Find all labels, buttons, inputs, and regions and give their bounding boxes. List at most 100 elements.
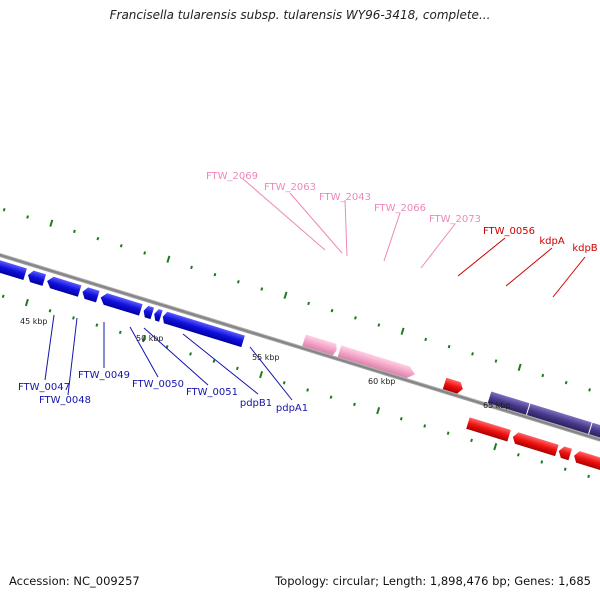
major-tick: [49, 219, 54, 227]
major-tick: [259, 370, 264, 379]
minor-tick: [563, 467, 567, 471]
minor-tick: [423, 424, 427, 428]
gene-label-pdpb1[interactable]: pdpB1: [240, 398, 272, 409]
gene-purple-3[interactable]: [589, 422, 600, 439]
minor-tick: [73, 229, 76, 234]
minor-tick: [306, 388, 310, 392]
minor-tick: [189, 352, 192, 356]
gene-blue-3[interactable]: [45, 275, 82, 297]
gene-label-ftw-0047[interactable]: FTW_0047: [18, 382, 70, 393]
gene-label-ftw-2066[interactable]: FTW_2066: [374, 203, 426, 214]
gene-red-3[interactable]: [557, 445, 573, 461]
minor-tick: [143, 251, 147, 255]
gene-label-ftw-2043[interactable]: FTW_2043: [319, 192, 371, 203]
major-tick: [493, 443, 498, 451]
minor-tick: [447, 344, 451, 349]
accession-text: Accession: NC_009257: [9, 574, 140, 588]
gene-label-ftw-0051[interactable]: FTW_0051: [186, 387, 238, 398]
major-tick: [400, 327, 405, 335]
blue-gene-labels: FTW_0047 FTW_0048 FTW_0049 FTW_0050 FTW_…: [18, 370, 308, 414]
red-gene-callouts: [457, 237, 586, 298]
gene-purple-1[interactable]: [487, 391, 530, 415]
gene-blue-2[interactable]: [26, 269, 47, 286]
minor-tick: [354, 316, 357, 320]
minor-tick: [96, 236, 100, 241]
genome-summary-text: Topology: circular; Length: 1,898,476 bp…: [275, 574, 591, 588]
gene-label-ftw-0049[interactable]: FTW_0049: [78, 370, 130, 381]
scale-label-55kbp: 55 kbp: [252, 353, 280, 362]
major-tick: [376, 406, 381, 415]
scale-label-65kbp: 65 kbp: [483, 401, 511, 410]
minor-tick: [1, 294, 5, 299]
minor-tick: [564, 380, 568, 385]
minor-tick: [330, 308, 334, 313]
major-tick: [166, 255, 171, 263]
minor-tick: [282, 381, 286, 385]
red-gene-labels: FTW_0056 kdpA kdpB: [483, 226, 598, 254]
minor-tick: [212, 359, 216, 363]
gene-label-ftw-0050[interactable]: FTW_0050: [132, 379, 184, 390]
gene-label-ftw-2063[interactable]: FTW_2063: [264, 182, 316, 193]
genome-track: [0, 208, 600, 479]
inner-tick-row: [1, 294, 591, 479]
minor-tick: [329, 395, 333, 399]
gene-label-ftw-0048[interactable]: FTW_0048: [39, 395, 91, 406]
minor-tick: [119, 244, 123, 248]
gene-red-2[interactable]: [511, 431, 559, 457]
gene-purple-2[interactable]: [526, 403, 592, 434]
pink-gene-labels: FTW_2069 FTW_2063 FTW_2043 FTW_2066 FTW_…: [206, 171, 481, 225]
map-title: Francisella tularensis subsp. tularensis…: [109, 8, 491, 22]
minor-tick: [377, 323, 381, 327]
forward-strand: [302, 334, 600, 439]
minor-tick: [540, 460, 544, 464]
gene-label-ftw-2073[interactable]: FTW_2073: [429, 214, 481, 225]
minor-tick: [470, 438, 473, 443]
minor-tick: [494, 359, 498, 363]
gene-blue-5[interactable]: [99, 292, 143, 316]
scale-labels: 45 kbp 50 kbp 55 kbp 60 kbp 65 kbp: [20, 317, 511, 410]
genome-backbone: [0, 241, 600, 469]
minor-tick: [26, 215, 30, 219]
minor-tick: [541, 373, 545, 378]
minor-tick: [471, 352, 474, 356]
minor-tick: [95, 323, 99, 327]
gene-blue-7[interactable]: [152, 308, 163, 322]
minor-tick: [48, 308, 52, 313]
gene-label-pdpa1[interactable]: pdpA1: [276, 403, 308, 414]
gene-label-ftw-2069[interactable]: FTW_2069: [206, 171, 258, 182]
scale-label-50kbp: 50 kbp: [136, 334, 164, 343]
gene-blue-4[interactable]: [81, 286, 100, 303]
minor-tick: [235, 366, 239, 371]
minor-tick: [399, 417, 403, 421]
gene-blue-6[interactable]: [142, 305, 155, 320]
blue-gene-callouts: [44, 314, 293, 401]
reverse-strand: [0, 256, 600, 471]
scale-label-45kbp: 45 kbp: [20, 317, 48, 326]
minor-tick: [2, 208, 6, 212]
minor-tick: [72, 316, 75, 320]
gene-red-4[interactable]: [572, 450, 600, 471]
minor-tick: [236, 280, 240, 284]
gene-pink-1[interactable]: [302, 334, 338, 356]
gene-pink-2[interactable]: [337, 345, 417, 380]
minor-tick: [118, 330, 122, 335]
pink-gene-callouts: [241, 177, 456, 269]
gene-blue-8[interactable]: [161, 311, 245, 348]
minor-tick: [213, 272, 217, 277]
minor-tick: [446, 431, 450, 435]
minor-tick: [516, 453, 520, 457]
minor-tick: [424, 337, 428, 342]
major-tick: [517, 363, 522, 371]
gene-label-kdpb[interactable]: kdpB: [572, 243, 597, 254]
gene-blue-1[interactable]: [0, 256, 27, 281]
minor-tick: [353, 402, 356, 407]
gene-red-1[interactable]: [466, 417, 511, 442]
minor-tick: [307, 301, 311, 306]
gene-label-ftw-0056[interactable]: FTW_0056: [483, 226, 535, 237]
major-tick: [24, 298, 29, 307]
gene-label-kdpa[interactable]: kdpA: [539, 236, 564, 247]
minor-tick: [190, 265, 193, 270]
scale-label-60kbp: 60 kbp: [368, 377, 396, 386]
gene-red-small[interactable]: [442, 377, 465, 395]
